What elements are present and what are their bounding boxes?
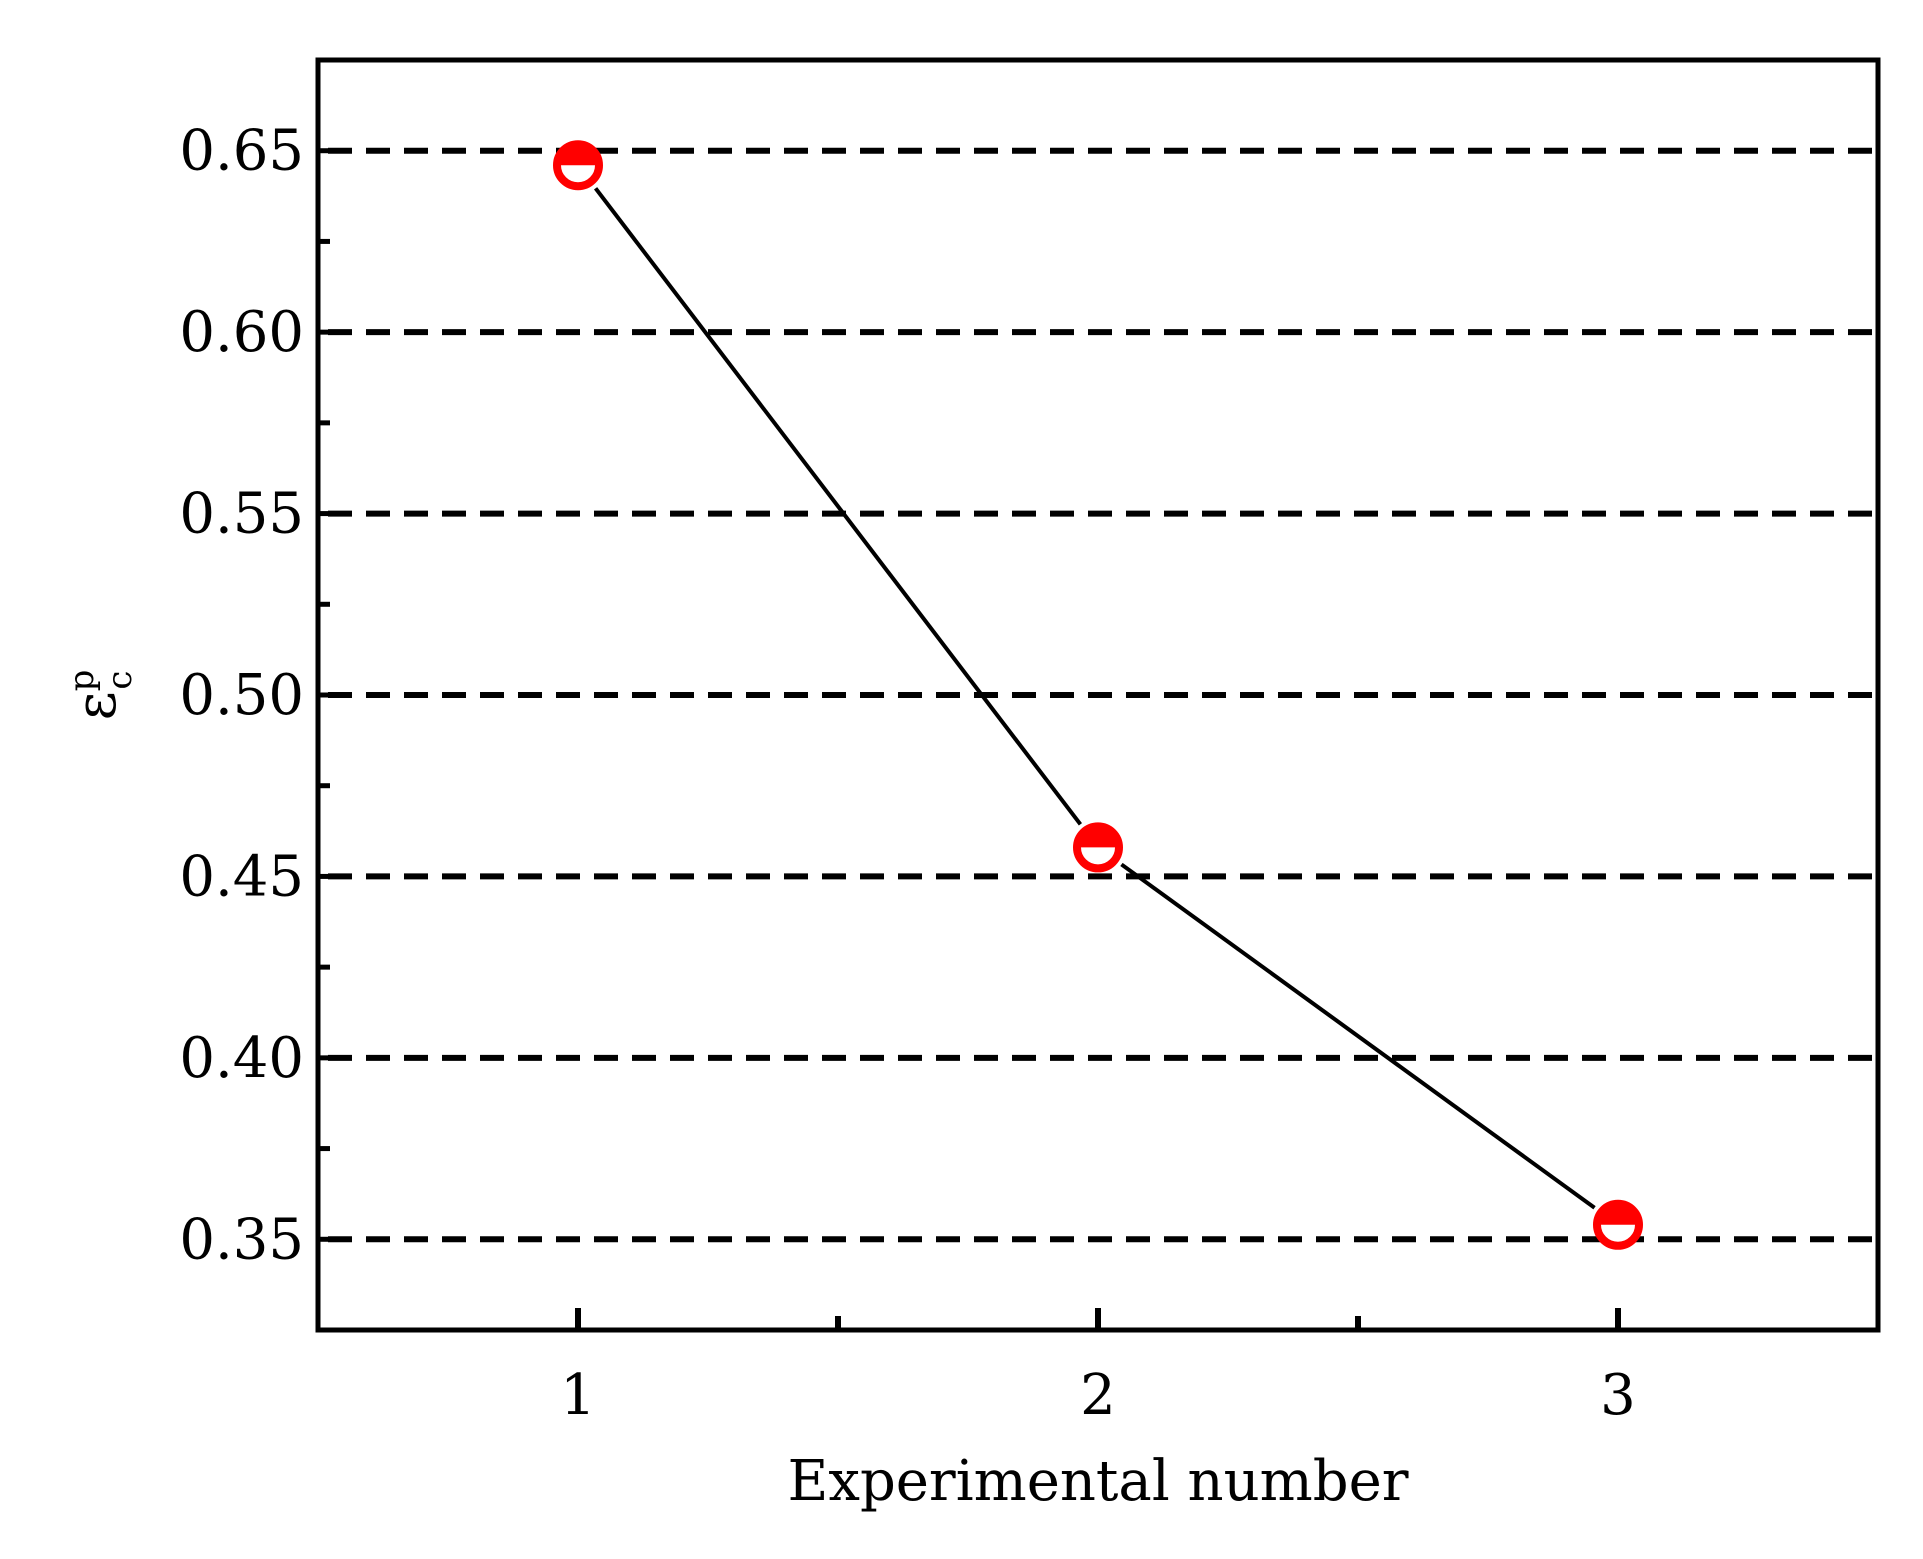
- y-tick-label-0.50: 0.50: [179, 663, 304, 728]
- data-point-2: [1073, 822, 1123, 873]
- x-tick-label-2: 2: [1080, 1363, 1116, 1428]
- y-axis-subscript: c: [100, 671, 140, 690]
- series-1: [553, 140, 1643, 1250]
- data-point-1: [553, 140, 603, 191]
- y-axis-title: εpc: [62, 670, 140, 721]
- y-tick-label-0.45: 0.45: [179, 844, 304, 909]
- x-tick-label-3: 3: [1600, 1363, 1636, 1428]
- y-tick-label-0.60: 0.60: [179, 300, 304, 365]
- series-line-segment: [593, 187, 1083, 826]
- x-axis-tick-labels: 1 2 3: [560, 1363, 1636, 1428]
- x-axis-title: Experimental number: [787, 1449, 1408, 1514]
- marker-fill: [557, 144, 599, 166]
- series-line-segment: [1120, 862, 1596, 1210]
- y-tick-label-0.35: 0.35: [179, 1207, 304, 1272]
- data-point-3: [1593, 1199, 1643, 1250]
- y-tick-label-0.40: 0.40: [179, 1026, 304, 1091]
- marker-fill: [1077, 826, 1119, 848]
- marker-fill: [1597, 1203, 1639, 1225]
- y-tick-label-0.65: 0.65: [179, 119, 304, 184]
- y-axis-superscript: p: [62, 670, 102, 692]
- y-axis-symbol: ε: [64, 691, 129, 720]
- x-tick-label-1: 1: [560, 1363, 596, 1428]
- svg-text:εpc: εpc: [62, 670, 140, 721]
- y-axis-tick-labels: 0.35 0.40 0.45 0.50 0.55 0.60 0.65: [179, 119, 304, 1273]
- gridlines: [318, 147, 1873, 1243]
- y-tick-label-0.55: 0.55: [179, 482, 304, 547]
- minor-ticks: [318, 238, 1621, 1330]
